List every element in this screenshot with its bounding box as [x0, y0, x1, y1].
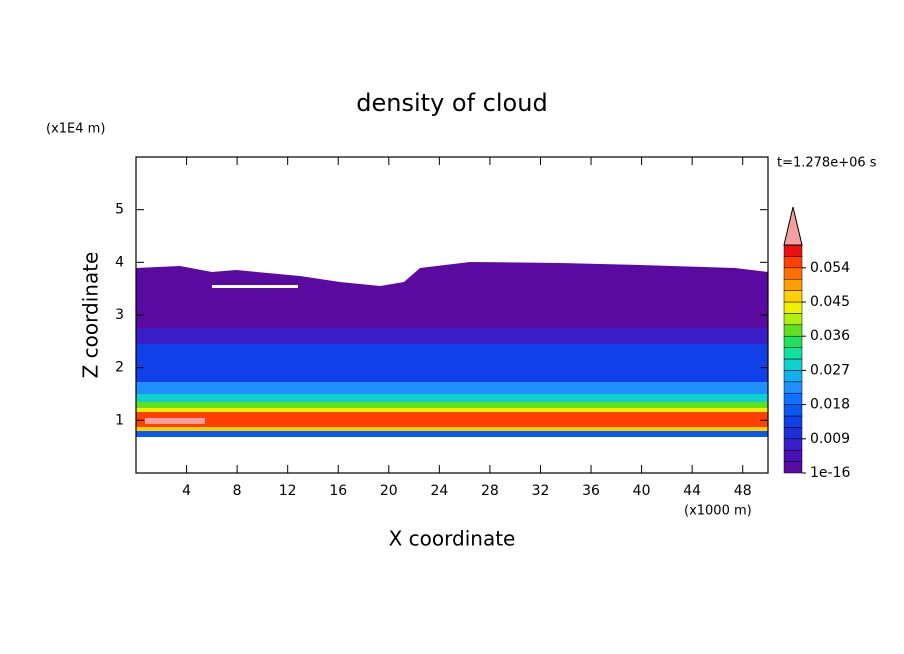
- colorbar-box: [783, 370, 803, 383]
- colorbar-over: [783, 206, 803, 246]
- y-tick-label: 4: [115, 254, 124, 270]
- x-tick-label: 24: [430, 483, 448, 499]
- colorbar-tick-label: 0.045: [810, 294, 850, 310]
- field-band: [136, 408, 768, 413]
- colorbar-box: [783, 415, 803, 428]
- colorbar-tick-label: 0.054: [810, 260, 850, 276]
- colorbar-tick-label: 0.027: [810, 362, 850, 378]
- colorbar-box: [783, 404, 803, 417]
- colorbar-box: [783, 290, 803, 303]
- x-unit: (x1000 m): [684, 504, 752, 519]
- y-tick-label: 5: [115, 202, 124, 218]
- field-band: [136, 344, 768, 384]
- colorbar-box: [783, 381, 803, 394]
- x-tick-label: 12: [279, 483, 297, 499]
- colorbar-box: [783, 324, 803, 337]
- x-tick-label: 4: [182, 483, 191, 499]
- colorbar-box: [783, 301, 803, 314]
- field-band: [136, 431, 768, 437]
- field-top: [136, 262, 768, 330]
- colorbar-box: [783, 461, 803, 474]
- x-axis-title: X coordinate: [389, 527, 516, 551]
- colorbar-box: [783, 427, 803, 440]
- x-tick-label: 32: [532, 483, 550, 499]
- colorbar-box: [783, 358, 803, 371]
- x-tick-label: 28: [481, 483, 499, 499]
- colorbar-box: [783, 347, 803, 360]
- field-band: [136, 402, 768, 410]
- field-band: [136, 328, 768, 346]
- y-tick-label: 3: [115, 307, 124, 323]
- colorbar-box: [783, 244, 803, 257]
- x-tick-label: 40: [633, 483, 651, 499]
- x-tick-label: 48: [734, 483, 752, 499]
- field-gap: [212, 285, 298, 288]
- field-band: [136, 427, 768, 431]
- colorbar-box: [783, 449, 803, 462]
- x-tick-label: 36: [582, 483, 600, 499]
- colorbar-box: [783, 313, 803, 326]
- y-tick-label: 1: [115, 412, 124, 428]
- field-band: [136, 382, 768, 396]
- x-tick-label: 8: [233, 483, 242, 499]
- field-band: [136, 412, 768, 428]
- time-label: t=1.278e+06 s: [777, 156, 877, 171]
- field-band: [136, 394, 768, 404]
- y-axis-title: Z coordinate: [79, 252, 103, 379]
- colorbar-box: [783, 335, 803, 348]
- x-tick-label: 20: [380, 483, 398, 499]
- colorbar-box: [783, 392, 803, 405]
- colorbar-tick-label: 0.036: [810, 328, 850, 344]
- y-tick-label: 2: [115, 360, 124, 376]
- colorbar-box: [783, 278, 803, 291]
- colorbar-tick-label: 1e-16: [810, 465, 850, 481]
- colorbar-box: [783, 267, 803, 280]
- x-tick-label: 44: [683, 483, 701, 499]
- colorbar-tick-label: 0.018: [810, 397, 850, 413]
- y-unit: (x1E4 m): [46, 122, 105, 137]
- field-band: [145, 418, 205, 424]
- colorbar-box: [783, 256, 803, 269]
- chart-title: density of cloud: [356, 89, 547, 117]
- colorbar-box: [783, 438, 803, 451]
- x-tick-label: 16: [329, 483, 347, 499]
- colorbar-tick-label: 0.009: [810, 431, 850, 447]
